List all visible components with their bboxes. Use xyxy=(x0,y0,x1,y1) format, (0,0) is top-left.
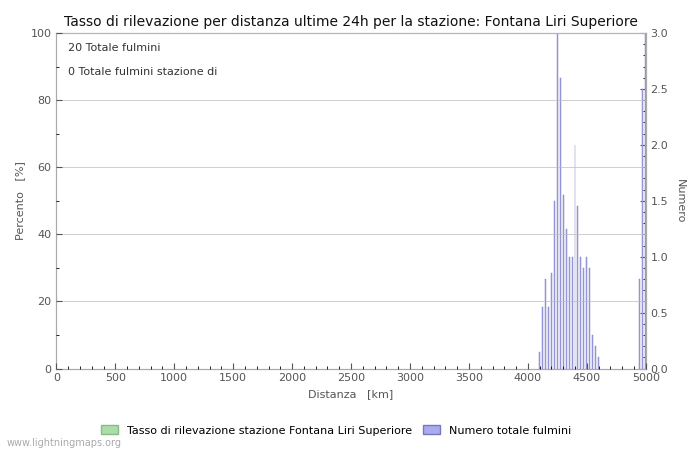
Bar xyxy=(589,268,590,369)
Bar xyxy=(548,307,549,369)
Text: www.lightningmaps.org: www.lightningmaps.org xyxy=(7,438,122,448)
Bar xyxy=(645,33,646,369)
Bar xyxy=(542,307,543,369)
Text: 20 Totale fulmini: 20 Totale fulmini xyxy=(68,43,161,53)
Bar xyxy=(551,274,552,369)
Bar xyxy=(545,279,546,369)
Legend: Tasso di rilevazione stazione Fontana Liri Superiore, Numero totale fulmini: Tasso di rilevazione stazione Fontana Li… xyxy=(97,421,575,440)
Bar xyxy=(554,201,555,369)
Y-axis label: Percento   [%]: Percento [%] xyxy=(15,162,25,240)
Bar xyxy=(539,352,540,369)
Bar xyxy=(592,335,593,369)
Bar xyxy=(563,195,564,369)
Bar xyxy=(583,268,584,369)
Text: 0 Totale fulmini stazione di: 0 Totale fulmini stazione di xyxy=(68,67,218,76)
X-axis label: Distanza   [km]: Distanza [km] xyxy=(309,389,393,399)
Bar xyxy=(572,256,573,369)
Bar xyxy=(568,256,570,369)
Bar xyxy=(557,33,558,369)
Bar xyxy=(598,357,599,369)
Bar xyxy=(639,279,640,369)
Y-axis label: Numero: Numero xyxy=(675,179,685,223)
Bar xyxy=(595,346,596,369)
Bar xyxy=(580,256,582,369)
Bar xyxy=(560,78,561,369)
Title: Tasso di rilevazione per distanza ultime 24h per la stazione: Fontana Liri Super: Tasso di rilevazione per distanza ultime… xyxy=(64,15,638,29)
